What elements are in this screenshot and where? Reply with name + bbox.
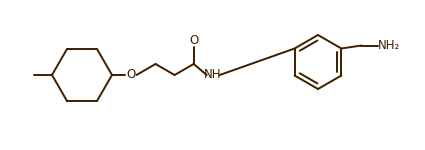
Text: O: O — [126, 69, 136, 81]
Text: NH₂: NH₂ — [378, 39, 400, 52]
Text: O: O — [189, 34, 198, 47]
Text: NH: NH — [204, 69, 221, 81]
